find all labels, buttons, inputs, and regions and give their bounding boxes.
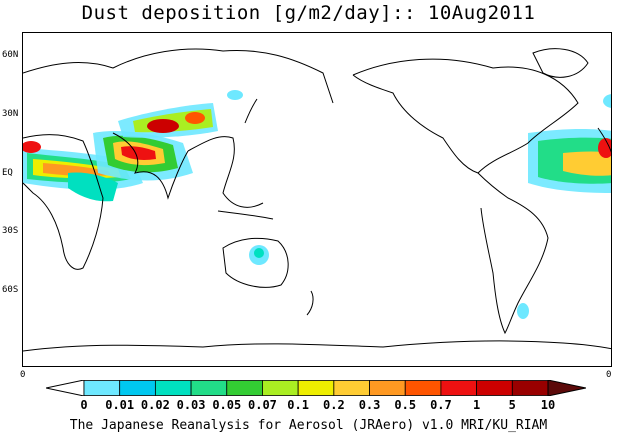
colorbar-box <box>369 380 406 396</box>
colorbar-tick-label: 0 <box>80 398 88 412</box>
lat-label-30n: 30N <box>2 109 19 119</box>
colorbar-box <box>476 380 513 396</box>
colorbar <box>46 380 586 396</box>
colorbar-tick-label: 0.2 <box>323 398 345 412</box>
colorbar-tick-label: 5 <box>508 398 516 412</box>
colorbar-tick-label: 0.1 <box>287 398 309 412</box>
colorbar-box <box>404 380 442 396</box>
colorbar-tick-label: 0.03 <box>176 398 206 412</box>
colorbar-box <box>262 380 299 396</box>
colorbar-box <box>333 380 370 396</box>
credit-footer: The Japanese Reanalysis for Aerosol (JRA… <box>69 418 548 433</box>
colorbar-arrow-left <box>46 380 85 396</box>
colorbar-tick-label: 0.02 <box>140 398 170 412</box>
colorbar-box <box>154 380 192 396</box>
colorbar-arrow-right <box>547 380 586 396</box>
lat-label-eq: EQ <box>2 168 13 178</box>
colorbar-tick-label: 1 <box>472 398 481 412</box>
lat-label-60n: 60N <box>2 50 19 60</box>
colorbar-box <box>226 380 263 396</box>
colorbar-box <box>440 380 478 396</box>
colorbar-tick-label: 0.01 <box>105 398 135 412</box>
axis-right-zero: 0 <box>606 370 612 380</box>
axis-left-zero: 0 <box>20 370 26 380</box>
colorbar-box <box>119 380 156 396</box>
world-map <box>23 48 611 352</box>
colorbar-box <box>83 380 121 396</box>
dust-field <box>23 90 611 319</box>
map-panel <box>22 32 612 367</box>
lat-label-60s: 60S <box>2 285 19 295</box>
colorbar-tick-label: 0.07 <box>248 398 277 412</box>
coastlines <box>23 48 611 352</box>
colorbar-tick-label: 0.5 <box>394 398 417 412</box>
colorbar-box <box>297 380 335 396</box>
colorbar-tick-label: 0.3 <box>358 398 381 412</box>
page-title: Dust deposition [g/m2/day]:: 10Aug2011 <box>81 2 536 24</box>
lat-label-30s: 30S <box>2 226 19 236</box>
colorbar-tick-label: 0.05 <box>212 398 242 412</box>
colorbar-tick-label: 0.7 <box>430 398 452 412</box>
colorbar-box <box>190 380 228 396</box>
colorbar-box <box>511 380 549 396</box>
colorbar-tick-label: 10 <box>540 398 556 412</box>
